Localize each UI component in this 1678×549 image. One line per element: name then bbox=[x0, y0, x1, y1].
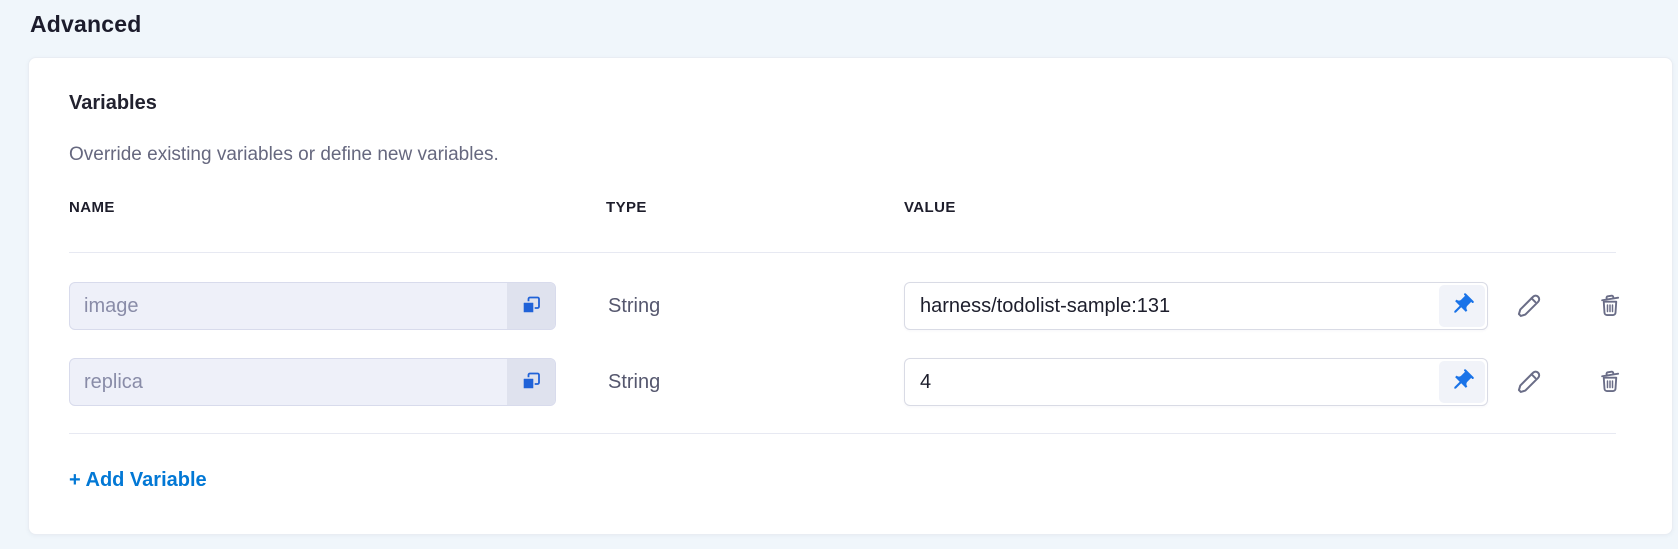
variable-name-field bbox=[69, 358, 556, 406]
fixed-value-pin-button[interactable] bbox=[1439, 285, 1485, 327]
delete-variable-button[interactable] bbox=[1591, 363, 1629, 401]
page-title: Advanced bbox=[30, 11, 142, 37]
footer-divider bbox=[69, 433, 1616, 434]
variable-value-input[interactable] bbox=[905, 283, 1437, 329]
variable-name-field bbox=[69, 282, 556, 330]
table-header-row: NAME TYPE VALUE bbox=[69, 199, 1642, 216]
column-header-value: VALUE bbox=[904, 199, 956, 216]
pushpin-icon bbox=[1449, 292, 1475, 321]
variable-value-field bbox=[904, 282, 1488, 330]
panel-description: Override existing variables or define ne… bbox=[69, 144, 499, 165]
copy-icon bbox=[519, 369, 543, 396]
pushpin-icon bbox=[1449, 368, 1475, 397]
variable-type: String bbox=[608, 294, 661, 317]
variable-value-field bbox=[904, 358, 1488, 406]
variable-value-input[interactable] bbox=[905, 359, 1437, 405]
fixed-value-pin-button[interactable] bbox=[1439, 361, 1485, 403]
copy-icon bbox=[519, 293, 543, 320]
variable-row-replica: String bbox=[69, 358, 1642, 406]
copy-name-button[interactable] bbox=[507, 283, 555, 329]
variable-name-input bbox=[70, 283, 507, 329]
variable-row-image: String bbox=[69, 282, 1642, 330]
variables-panel: Variables Override existing variables or… bbox=[28, 57, 1673, 535]
add-variable-button[interactable]: + Add Variable bbox=[69, 469, 207, 491]
panel-title: Variables bbox=[69, 92, 157, 114]
edit-variable-button[interactable] bbox=[1509, 363, 1547, 401]
column-header-type: TYPE bbox=[606, 199, 647, 216]
trash-icon bbox=[1595, 366, 1625, 399]
trash-icon bbox=[1595, 290, 1625, 323]
pencil-icon bbox=[1512, 365, 1544, 400]
column-header-name: NAME bbox=[69, 199, 115, 216]
copy-name-button[interactable] bbox=[507, 359, 555, 405]
delete-variable-button[interactable] bbox=[1591, 287, 1629, 325]
variable-type: String bbox=[608, 370, 661, 393]
pencil-icon bbox=[1512, 289, 1544, 324]
header-divider bbox=[69, 252, 1616, 253]
edit-variable-button[interactable] bbox=[1509, 287, 1547, 325]
variable-name-input bbox=[70, 359, 507, 405]
